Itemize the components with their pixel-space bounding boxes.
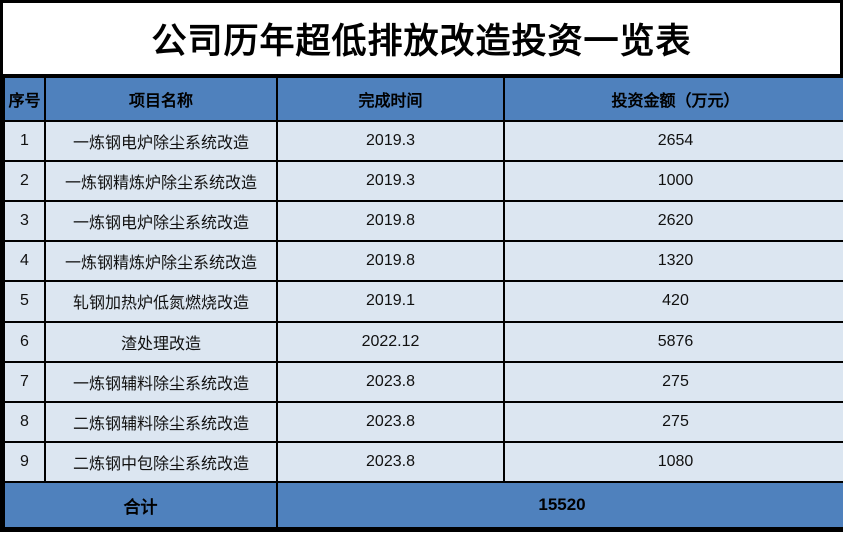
cell-amount: 2620	[503, 200, 843, 243]
cell-amount: 5876	[503, 320, 843, 363]
table-row: 6 渣处理改造 2022.12 5876	[3, 320, 843, 363]
table-row: 1 一炼钢电炉除尘系统改造 2019.3 2654	[3, 119, 843, 163]
table-row: 8 二炼钢辅料除尘系统改造 2023.8 275	[3, 400, 843, 443]
cell-date: 2019.1	[276, 280, 505, 323]
cell-project: 渣处理改造	[44, 320, 278, 363]
cell-no: 8	[3, 400, 46, 443]
cell-project: 一炼钢精炼炉除尘系统改造	[44, 160, 278, 203]
investment-table: 序号 项目名称 完成时间 投资金额（万元） 1 一炼钢电炉除尘系统改造 2019…	[3, 76, 843, 529]
cell-no: 2	[3, 160, 46, 203]
table-row: 9 二炼钢中包除尘系统改造 2023.8 1080	[3, 440, 843, 484]
table-row: 5 轧钢加热炉低氮燃烧改造 2019.1 420	[3, 280, 843, 323]
cell-date: 2019.8	[276, 200, 505, 243]
col-header-project: 项目名称	[44, 76, 278, 122]
table-row: 2 一炼钢精炼炉除尘系统改造 2019.3 1000	[3, 160, 843, 203]
cell-amount: 1080	[503, 440, 843, 484]
cell-amount: 1320	[503, 240, 843, 283]
col-header-date: 完成时间	[276, 76, 505, 122]
col-header-no: 序号	[3, 76, 46, 122]
cell-amount: 2654	[503, 119, 843, 163]
total-value-cell: 15520	[276, 481, 843, 529]
cell-project: 轧钢加热炉低氮燃烧改造	[44, 280, 278, 323]
header-row: 序号 项目名称 完成时间 投资金额（万元）	[3, 76, 843, 122]
cell-project: 二炼钢中包除尘系统改造	[44, 440, 278, 484]
cell-amount: 1000	[503, 160, 843, 203]
cell-date: 2023.8	[276, 400, 505, 443]
cell-no: 9	[3, 440, 46, 484]
cell-project: 一炼钢精炼炉除尘系统改造	[44, 240, 278, 283]
cell-amount: 275	[503, 360, 843, 403]
table-body: 1 一炼钢电炉除尘系统改造 2019.3 2654 2 一炼钢精炼炉除尘系统改造…	[3, 119, 843, 484]
cell-project: 二炼钢辅料除尘系统改造	[44, 400, 278, 443]
cell-amount: 420	[503, 280, 843, 323]
cell-no: 3	[3, 200, 46, 243]
cell-project: 一炼钢电炉除尘系统改造	[44, 119, 278, 163]
cell-date: 2023.8	[276, 360, 505, 403]
total-row: 合计 15520	[3, 481, 843, 529]
cell-amount: 275	[503, 400, 843, 443]
col-header-amount: 投资金额（万元）	[503, 76, 843, 122]
title-bar: 公司历年超低排放改造投资一览表	[3, 3, 840, 76]
cell-date: 2022.12	[276, 320, 505, 363]
cell-project: 一炼钢电炉除尘系统改造	[44, 200, 278, 243]
cell-no: 4	[3, 240, 46, 283]
cell-no: 7	[3, 360, 46, 403]
cell-no: 6	[3, 320, 46, 363]
table-row: 7 一炼钢辅料除尘系统改造 2023.8 275	[3, 360, 843, 403]
cell-date: 2019.3	[276, 119, 505, 163]
cell-date: 2023.8	[276, 440, 505, 484]
cell-date: 2019.3	[276, 160, 505, 203]
total-label-cell: 合计	[3, 481, 278, 529]
page-title: 公司历年超低排放改造投资一览表	[151, 22, 692, 61]
cell-date: 2019.8	[276, 240, 505, 283]
table-row: 3 一炼钢电炉除尘系统改造 2019.8 2620	[3, 200, 843, 243]
cell-project: 一炼钢辅料除尘系统改造	[44, 360, 278, 403]
table-row: 4 一炼钢精炼炉除尘系统改造 2019.8 1320	[3, 240, 843, 283]
cell-no: 1	[3, 119, 46, 163]
cell-no: 5	[3, 280, 46, 323]
